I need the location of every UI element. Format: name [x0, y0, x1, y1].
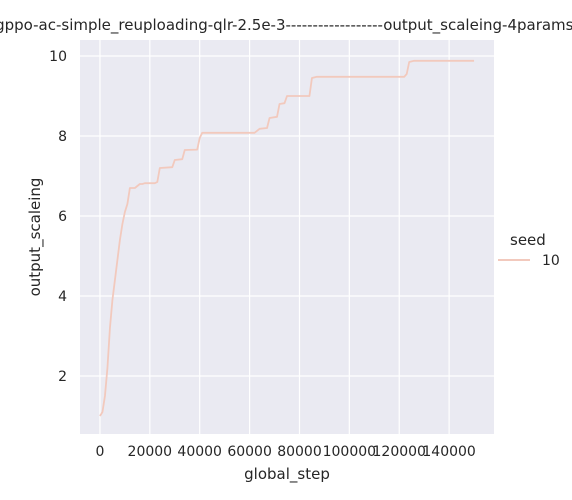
legend-title: seed	[510, 231, 546, 249]
y-tick-labels: 2 4 6 8 10	[49, 49, 67, 385]
x-tick-label: 60000	[227, 444, 272, 460]
plot-area	[80, 40, 494, 434]
x-tick-label: 140000	[422, 444, 475, 460]
y-tick-label: 6	[58, 209, 67, 225]
x-tick-label: 120000	[373, 444, 426, 460]
y-tick-label: 10	[49, 49, 67, 65]
y-tick-label: 2	[58, 369, 67, 385]
x-tick-label: 0	[95, 444, 104, 460]
y-tick-label: 8	[58, 129, 67, 145]
x-tick-label: 100000	[323, 444, 376, 460]
x-tick-label: 80000	[277, 444, 322, 460]
x-axis-label: global_step	[244, 465, 330, 484]
grid-y	[80, 55, 494, 377]
legend: seed 10	[498, 231, 560, 269]
y-tick-label: 4	[58, 289, 67, 305]
x-tick-label: 20000	[128, 444, 173, 460]
series-line-seed-10	[99, 59, 475, 417]
chart-title: gppo-ac-simple_reuploading-qlr-2.5e-3---…	[0, 16, 572, 35]
x-tick-label: 40000	[177, 444, 222, 460]
grid-x	[99, 40, 450, 434]
y-axis-label: output_scaleing	[26, 178, 45, 297]
legend-label: 10	[542, 253, 560, 269]
series-layer	[99, 59, 475, 417]
